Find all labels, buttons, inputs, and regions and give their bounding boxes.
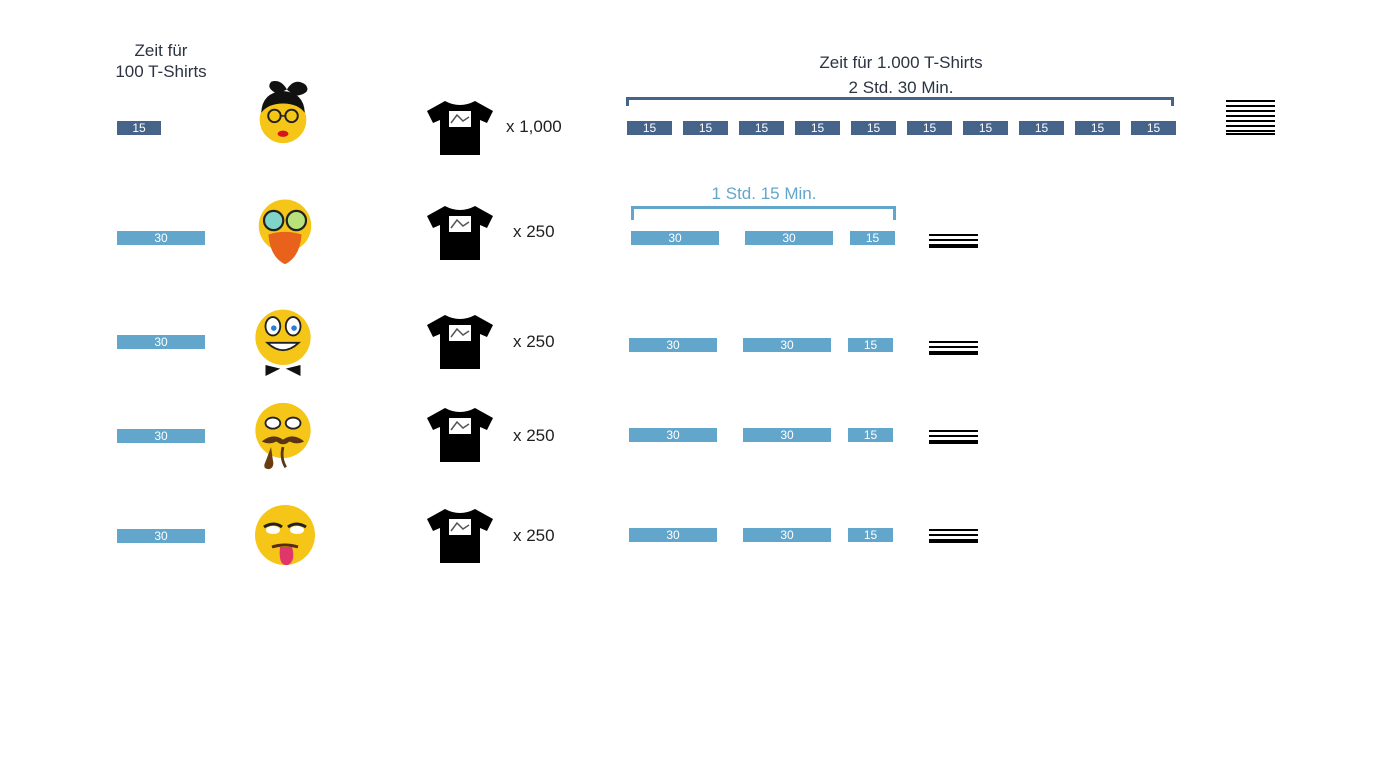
time-segment: 30: [743, 338, 831, 352]
time-segment: 30: [629, 428, 717, 442]
quantity-label: x 250: [513, 332, 555, 351]
time-segment: 30: [629, 528, 717, 542]
rate-bar: 30: [117, 429, 205, 443]
t-shirt-icon: [427, 206, 493, 260]
total-time-value: 2 Std. 30 Min.: [848, 78, 954, 97]
bearded-glasses-emoji-icon: [258, 199, 312, 265]
subtotal-time-label: 1 Std. 15 Min.: [711, 184, 817, 203]
shirt-stack-icon: [929, 430, 978, 444]
time-segment: 15: [848, 338, 893, 352]
rate-bar: 30: [117, 231, 205, 245]
time-segment: 15: [739, 121, 784, 135]
quantity-label: x 1,000: [506, 117, 562, 136]
time-segment: 30: [743, 528, 831, 542]
quantity-label: x 250: [513, 222, 555, 241]
shirt-stack-icon: [929, 529, 978, 543]
time-segment: 15: [848, 528, 893, 542]
total-time-title: Zeit für 1.000 T-Shirts: [819, 53, 983, 72]
shirt-stack-icon: [1226, 100, 1275, 135]
grinning-bowtie-emoji-icon: [255, 309, 311, 376]
time-segment: 15: [795, 121, 840, 135]
time-segment: 30: [743, 428, 831, 442]
rate-bar: 30: [117, 529, 205, 543]
shirt-stack-icon: [929, 234, 978, 248]
tongue-out-emoji-icon: [255, 505, 315, 566]
time-segment: 15: [627, 121, 672, 135]
time-segment: 15: [1131, 121, 1176, 135]
total-time-bracket: [626, 97, 1174, 106]
time-segment: 15: [1075, 121, 1120, 135]
time-segment: 30: [745, 231, 833, 245]
rate-bar: 30: [117, 335, 205, 349]
subtotal-time-bracket: [631, 206, 896, 220]
t-shirt-icon: [427, 509, 493, 563]
quantity-label: x 250: [513, 526, 555, 545]
time-segment: 15: [848, 428, 893, 442]
t-shirt-icon: [427, 315, 493, 369]
time-segment: 15: [907, 121, 952, 135]
rate-bar: 15: [117, 121, 161, 135]
time-segment: 15: [851, 121, 896, 135]
time-per-100-header: Zeit für 100 T-Shirts: [100, 40, 222, 82]
quantity-label: x 250: [513, 426, 555, 445]
time-segment: 15: [1019, 121, 1064, 135]
t-shirt-icon: [427, 101, 493, 155]
time-segment: 30: [631, 231, 719, 245]
time-segment: 15: [963, 121, 1008, 135]
shirt-stack-icon: [929, 341, 978, 355]
mustache-pipe-emoji-icon: [255, 402, 311, 470]
header-line-2: 100 T-Shirts: [115, 62, 207, 81]
woman-bow-emoji-icon: [259, 80, 308, 144]
time-segment: 15: [850, 231, 895, 245]
t-shirt-icon: [427, 408, 493, 462]
header-line-1: Zeit für: [134, 41, 188, 60]
time-segment: 30: [629, 338, 717, 352]
time-segment: 15: [683, 121, 728, 135]
total-time-header: Zeit für 1.000 T-Shirts 2 Std. 30 Min.: [760, 50, 1042, 100]
